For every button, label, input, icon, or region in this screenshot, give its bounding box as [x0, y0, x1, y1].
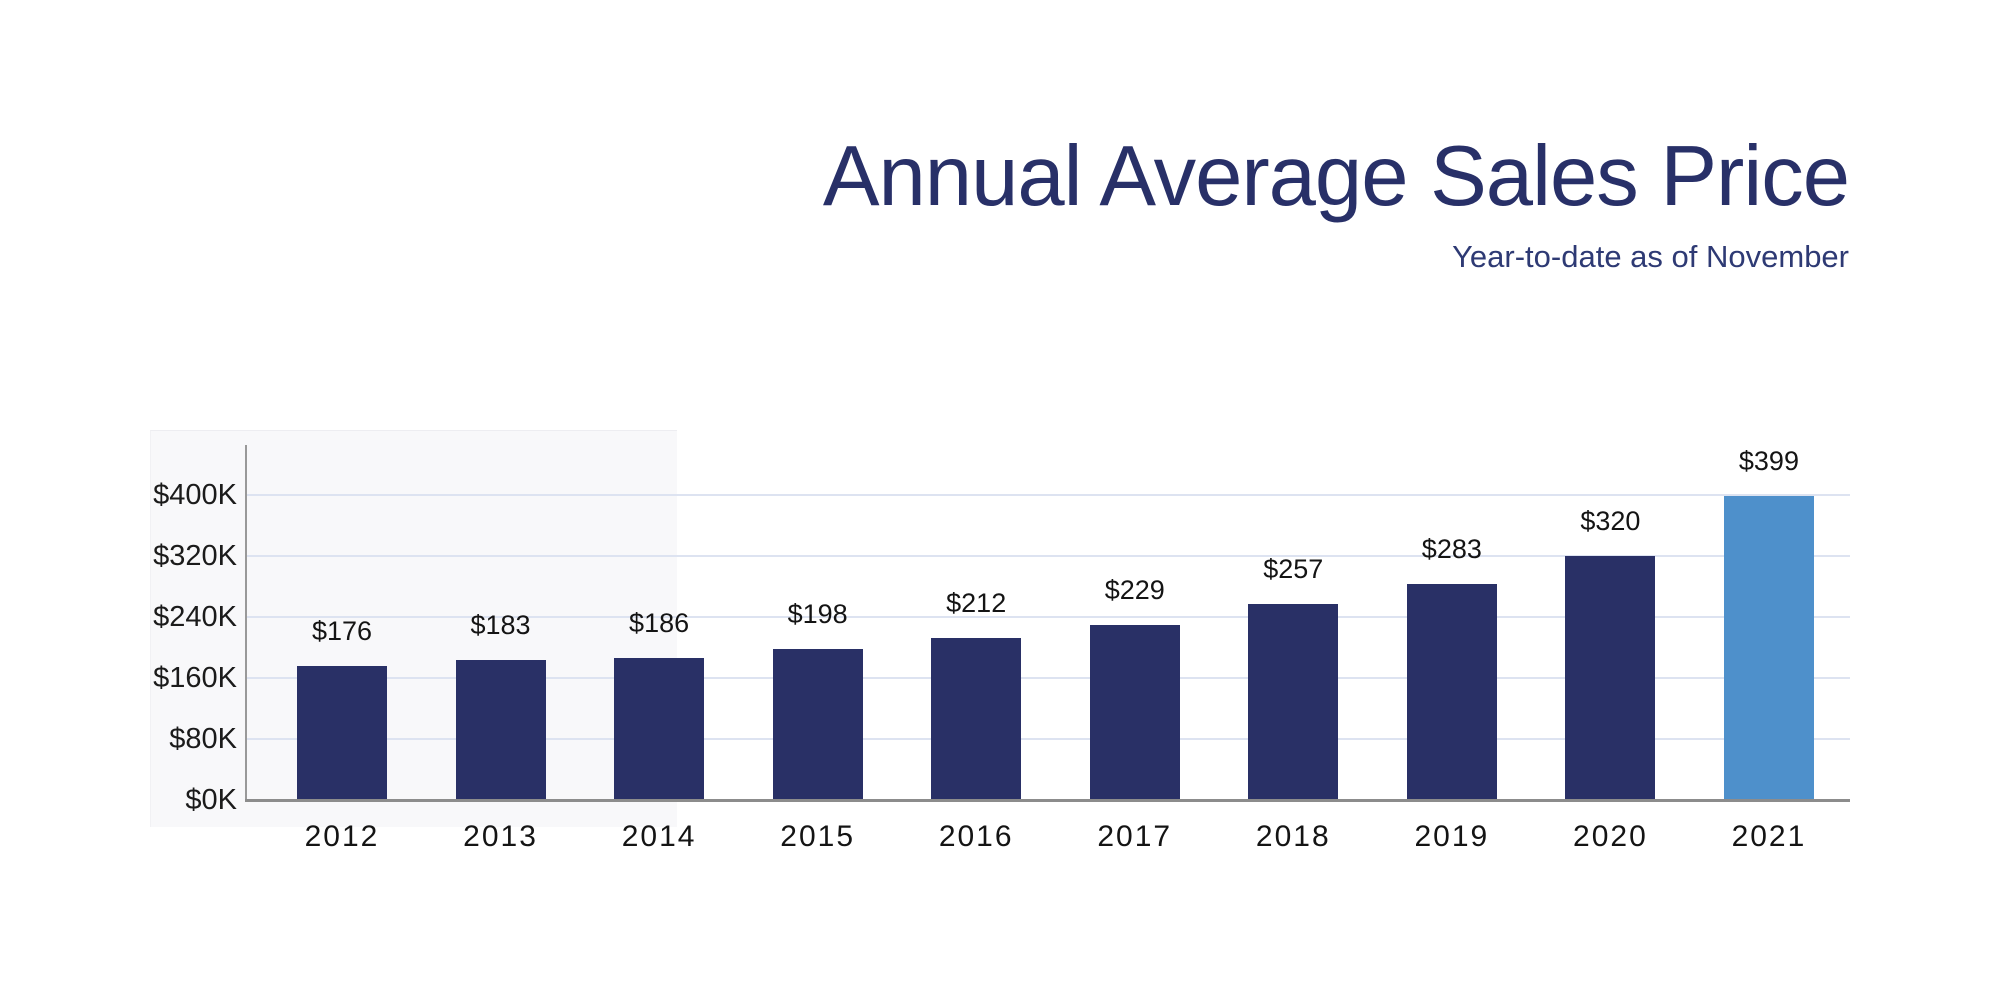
y-tick-label: $80K	[169, 723, 237, 755]
bar-2021	[1723, 495, 1814, 800]
bar-2016	[931, 638, 1022, 800]
gridline	[245, 555, 1850, 557]
x-tick-label: 2021	[1731, 820, 1807, 853]
bar-2013	[455, 660, 546, 800]
x-axis-line	[245, 799, 1850, 802]
x-tick-label: 2015	[780, 820, 856, 853]
y-axis-line	[245, 445, 247, 800]
x-tick-label: 2018	[1255, 820, 1331, 853]
y-tick-label: $320K	[153, 540, 237, 572]
gridline	[245, 677, 1850, 679]
y-tick-label: $400K	[153, 479, 237, 511]
bar-2015	[772, 649, 863, 800]
x-tick-label: 2014	[621, 820, 697, 853]
bar-value-label: $176	[311, 615, 373, 646]
plot-backdrop	[150, 430, 677, 827]
bar-2019	[1406, 584, 1497, 800]
y-tick-label: $0K	[185, 784, 237, 816]
y-tick-label: $240K	[153, 601, 237, 633]
bar-2017	[1089, 625, 1180, 800]
x-tick-label: 2019	[1414, 820, 1490, 853]
bar-value-label: $399	[1738, 445, 1799, 476]
bar-2012	[297, 665, 387, 800]
bar-value-label: $186	[629, 608, 690, 639]
bar-value-label: $229	[1104, 575, 1165, 606]
x-tick-label: 2012	[304, 820, 380, 853]
gridline	[245, 738, 1850, 740]
chart-subtitle: Year-to-date as of November	[1452, 239, 1849, 274]
bar-value-label: $183	[470, 610, 531, 641]
chart-title: Annual Average Sales Price	[822, 129, 1850, 224]
bar-2020	[1565, 556, 1656, 800]
bar-value-label: $320	[1580, 506, 1641, 536]
bar-value-label: $212	[946, 588, 1007, 619]
y-tick-label: $160K	[153, 662, 237, 694]
gridline	[245, 616, 1850, 618]
bar-value-label: $198	[787, 599, 848, 630]
x-tick-label: 2016	[938, 820, 1014, 853]
gridline	[245, 494, 1850, 496]
x-tick-label: 2013	[463, 820, 538, 853]
x-tick-label: 2020	[1573, 820, 1648, 853]
bar-2014	[614, 658, 705, 800]
x-tick-label: 2017	[1097, 820, 1173, 853]
bar-2018	[1248, 604, 1339, 800]
bar-value-label: $283	[1421, 534, 1482, 565]
bar-value-label: $257	[1263, 554, 1324, 585]
